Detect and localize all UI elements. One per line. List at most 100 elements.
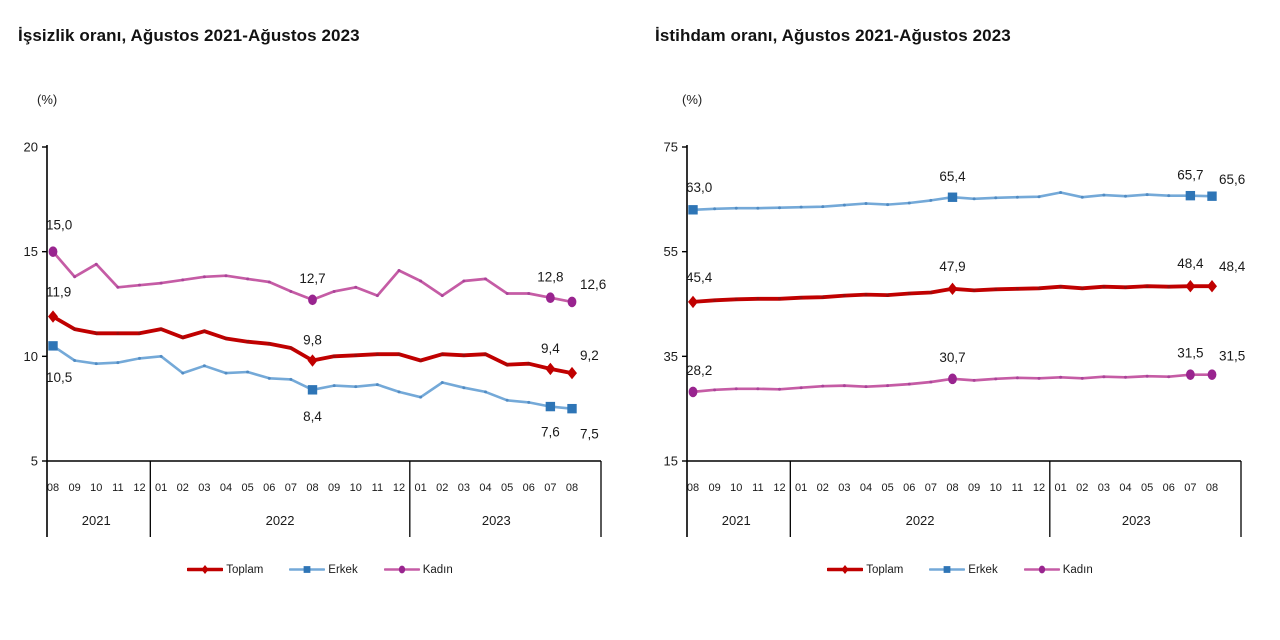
legend-label: Toplam: [226, 563, 264, 576]
legend-item-erkek: Erkek: [929, 563, 998, 576]
svg-text:35: 35: [664, 349, 678, 364]
svg-text:7,5: 7,5: [580, 427, 599, 442]
svg-text:12: 12: [1033, 482, 1045, 494]
svg-text:02: 02: [817, 482, 829, 494]
svg-text:09: 09: [69, 482, 81, 494]
svg-text:2023: 2023: [1122, 513, 1151, 528]
svg-text:2021: 2021: [722, 513, 751, 528]
svg-text:08: 08: [566, 482, 578, 494]
svg-text:11: 11: [752, 482, 763, 494]
svg-text:20: 20: [24, 140, 38, 155]
svg-text:02: 02: [436, 482, 448, 494]
svg-text:9,2: 9,2: [580, 348, 599, 363]
employment-chart-legend: Toplam Erkek Kadın: [640, 563, 1280, 576]
svg-text:03: 03: [458, 482, 470, 494]
svg-text:04: 04: [479, 482, 491, 494]
svg-text:07: 07: [285, 482, 297, 494]
svg-text:05: 05: [1141, 482, 1153, 494]
svg-text:30,7: 30,7: [939, 350, 965, 365]
svg-text:8,4: 8,4: [303, 409, 322, 424]
svg-text:08: 08: [47, 482, 59, 494]
employment-chart-panel: İstihdam oranı, Ağustos 2021-Ağustos 202…: [640, 0, 1280, 640]
legend-circle-marker-icon: [1023, 565, 1060, 574]
legend-label: Kadın: [1062, 563, 1093, 576]
legend-label: Toplam: [866, 563, 904, 576]
svg-text:45,4: 45,4: [686, 270, 713, 285]
svg-text:07: 07: [925, 482, 937, 494]
svg-text:31,5: 31,5: [1177, 346, 1203, 361]
employment-percent-unit-label: (%): [682, 92, 703, 107]
employment-chart-title: İstihdam oranı, Ağustos 2021-Ağustos 202…: [655, 26, 1011, 45]
svg-text:12: 12: [773, 482, 785, 494]
svg-text:48,4: 48,4: [1219, 259, 1246, 274]
legend-item-toplam: Toplam: [187, 563, 263, 576]
svg-text:10,5: 10,5: [46, 370, 72, 385]
svg-text:10: 10: [730, 482, 742, 494]
svg-text:48,4: 48,4: [1177, 256, 1204, 271]
legend-item-kadin: Kadın: [383, 563, 453, 576]
svg-text:06: 06: [263, 482, 275, 494]
svg-text:9,4: 9,4: [541, 341, 560, 356]
unemployment-percent-unit-label: (%): [37, 92, 58, 107]
svg-text:5: 5: [31, 454, 38, 469]
legend-square-marker-icon: [929, 566, 966, 573]
svg-text:01: 01: [155, 482, 167, 494]
svg-text:10: 10: [90, 482, 102, 494]
svg-text:08: 08: [1206, 482, 1218, 494]
legend-circle-marker-icon: [383, 565, 420, 574]
legend-item-kadin: Kadın: [1023, 563, 1093, 576]
svg-text:15,0: 15,0: [46, 218, 72, 233]
svg-text:04: 04: [220, 482, 232, 494]
svg-text:75: 75: [664, 140, 678, 155]
svg-text:03: 03: [198, 482, 210, 494]
svg-text:05: 05: [882, 482, 894, 494]
legend-diamond-marker-icon: [187, 565, 224, 574]
svg-text:9,8: 9,8: [303, 333, 322, 348]
svg-text:07: 07: [544, 482, 556, 494]
svg-text:06: 06: [523, 482, 535, 494]
svg-text:08: 08: [687, 482, 699, 494]
legend-label: Kadın: [422, 563, 453, 576]
unemployment-chart-panel: İşsizlik oranı, Ağustos 2021-Ağustos 202…: [18, 26, 606, 576]
svg-text:03: 03: [1098, 482, 1110, 494]
legend-diamond-marker-icon: [827, 565, 864, 574]
svg-text:04: 04: [860, 482, 872, 494]
svg-text:04: 04: [1119, 482, 1131, 494]
svg-text:06: 06: [1163, 482, 1175, 494]
svg-text:05: 05: [501, 482, 513, 494]
svg-text:12,6: 12,6: [580, 277, 606, 292]
legend-label: Erkek: [968, 563, 998, 576]
svg-text:2023: 2023: [482, 513, 511, 528]
svg-text:65,7: 65,7: [1177, 168, 1203, 183]
legend-square-marker-icon: [289, 566, 326, 573]
svg-text:65,6: 65,6: [1219, 172, 1245, 187]
svg-text:55: 55: [664, 244, 678, 259]
svg-text:12: 12: [393, 482, 405, 494]
svg-text:09: 09: [968, 482, 980, 494]
svg-text:47,9: 47,9: [939, 259, 965, 274]
svg-text:09: 09: [709, 482, 721, 494]
svg-text:01: 01: [795, 482, 807, 494]
unemployment-chart-title: İşsizlik oranı, Ağustos 2021-Ağustos 202…: [18, 26, 360, 45]
svg-text:09: 09: [328, 482, 340, 494]
employment-line-chart: 15 35 55 75 08 09 10 11 12 01 02 03 04 05 06 07 08 09 10 11…: [664, 140, 1246, 537]
svg-text:12,7: 12,7: [299, 271, 325, 286]
svg-text:12,8: 12,8: [537, 270, 563, 285]
svg-text:2022: 2022: [266, 513, 295, 528]
svg-text:7,6: 7,6: [541, 425, 560, 440]
svg-text:10: 10: [990, 482, 1002, 494]
svg-text:2021: 2021: [82, 513, 111, 528]
svg-text:2022: 2022: [906, 513, 935, 528]
svg-text:28,2: 28,2: [686, 363, 712, 378]
svg-text:15: 15: [664, 454, 678, 469]
svg-text:07: 07: [1184, 482, 1196, 494]
svg-text:11: 11: [112, 482, 123, 494]
svg-text:01: 01: [1055, 482, 1067, 494]
legend-label: Erkek: [328, 563, 358, 576]
unemployment-line-chart: 5 10 15 20 08 09 10 11 12 01 02 03 04 05 06 07 08 09 10 11 1…: [24, 140, 606, 537]
svg-text:63,0: 63,0: [686, 180, 712, 195]
legend-item-erkek: Erkek: [289, 563, 358, 576]
svg-text:15: 15: [24, 244, 38, 259]
svg-text:11,9: 11,9: [46, 285, 71, 300]
svg-text:31,5: 31,5: [1219, 349, 1245, 364]
